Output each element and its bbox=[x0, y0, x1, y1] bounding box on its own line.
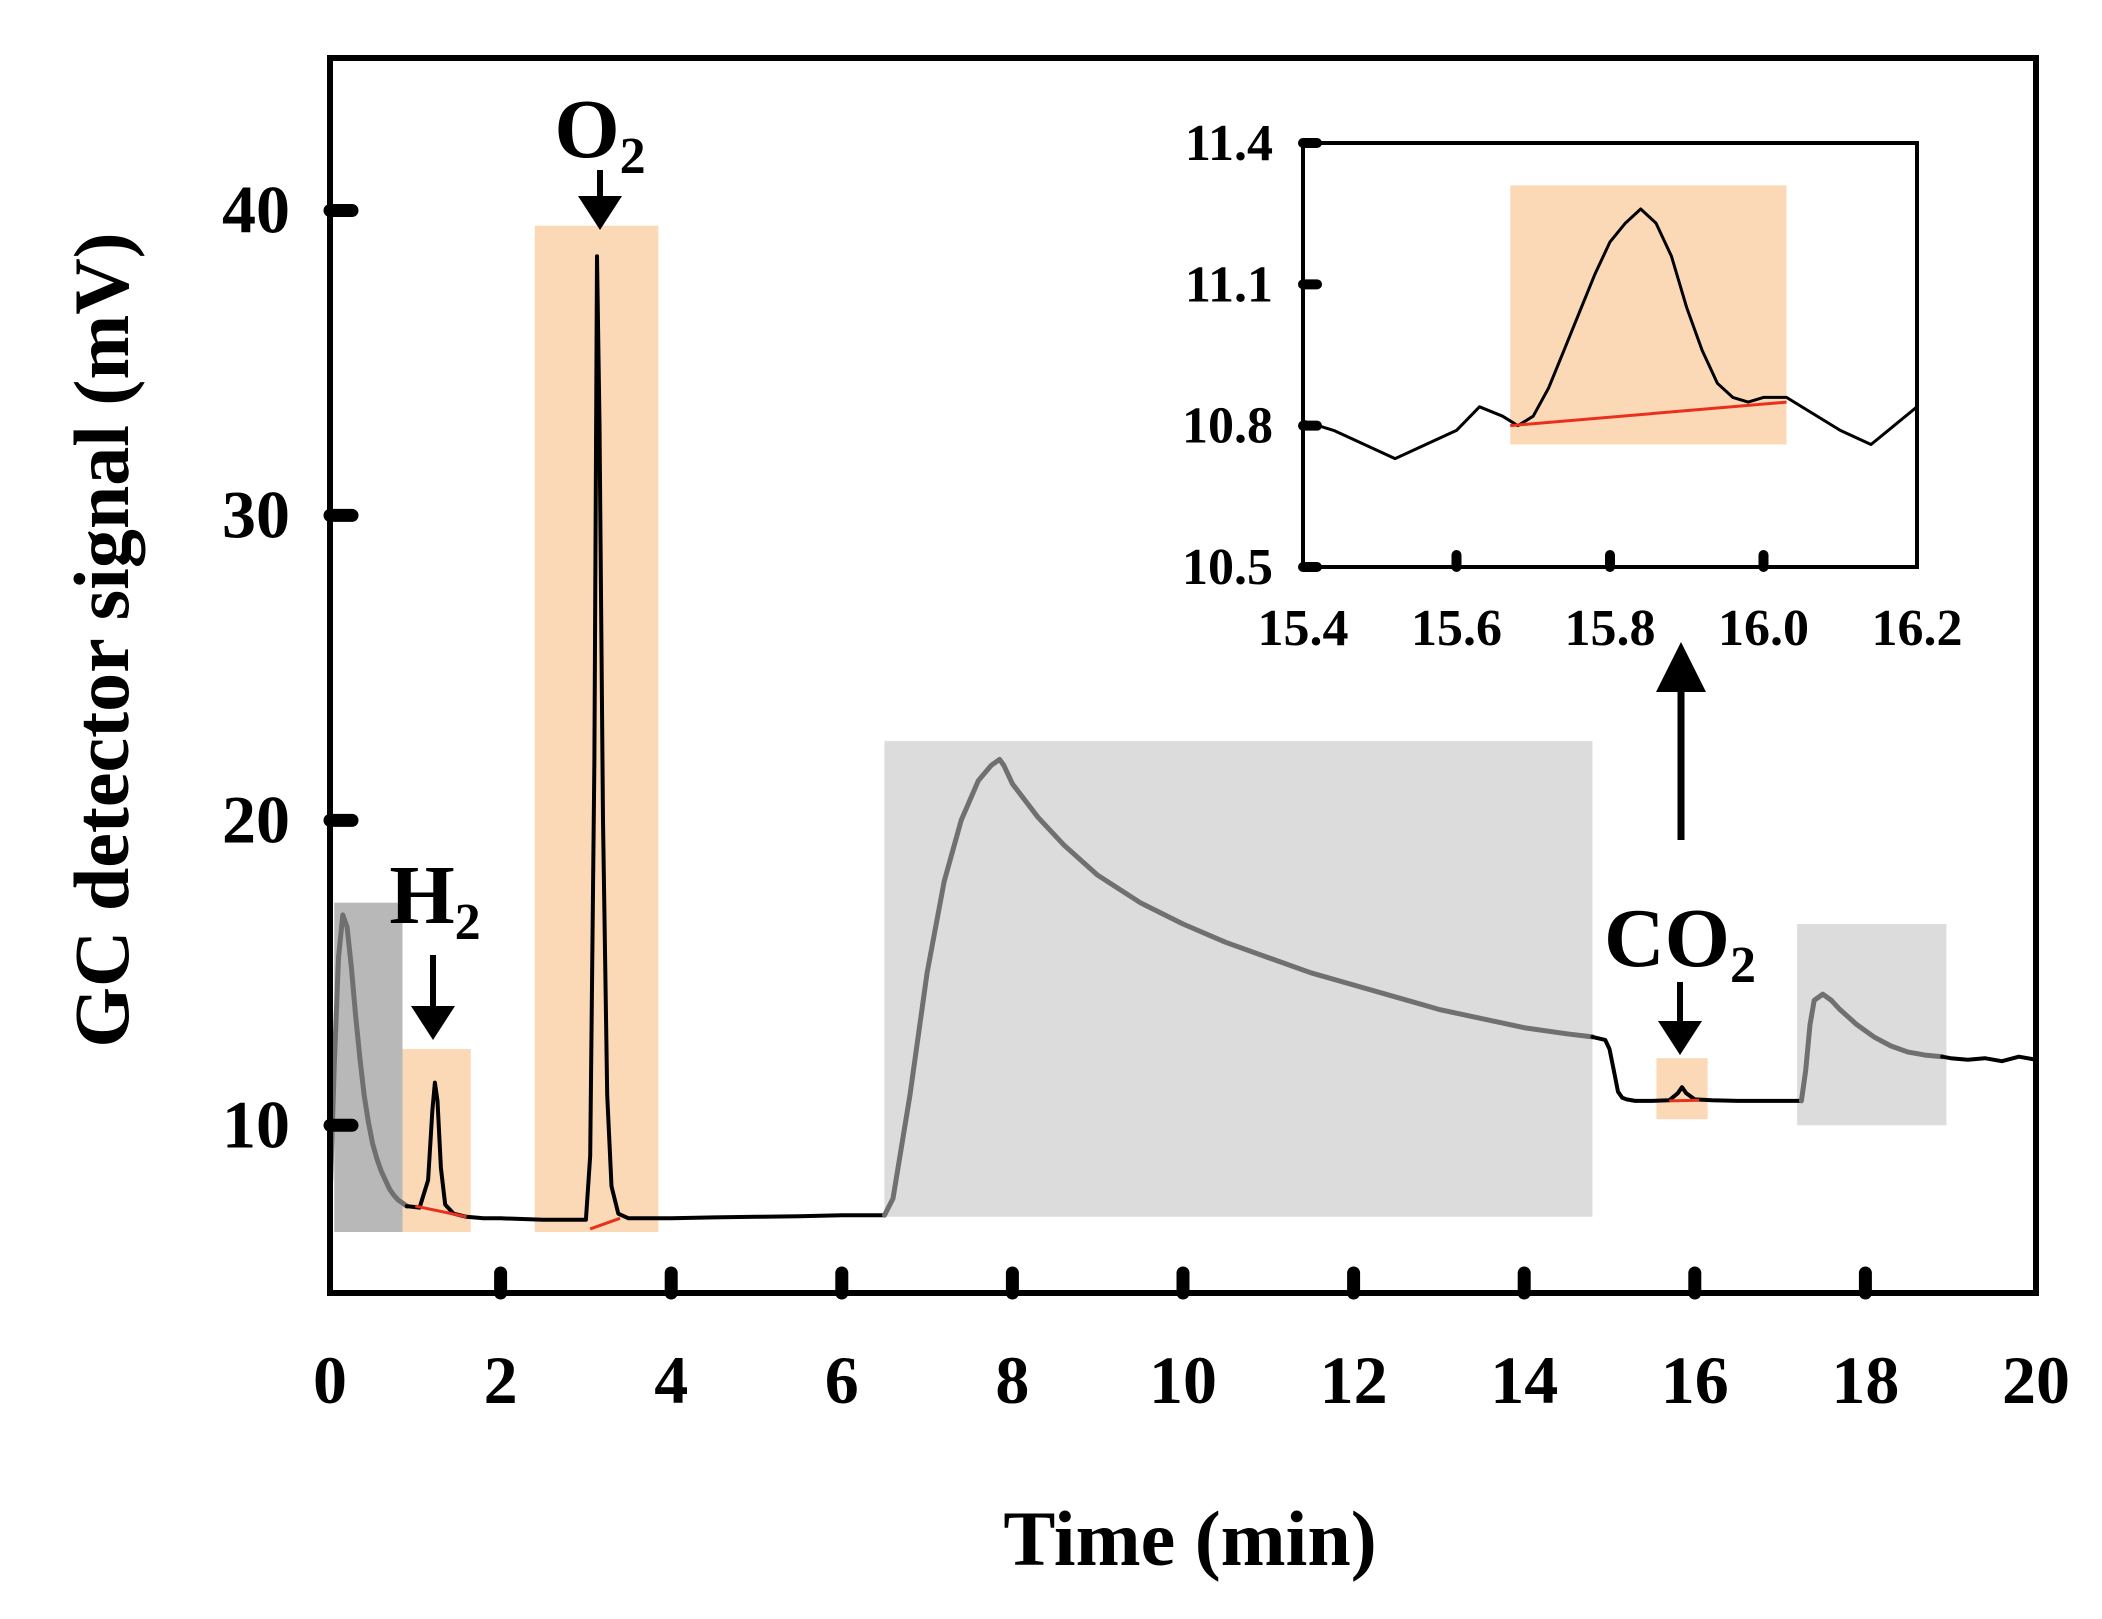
x-tick-label-10: 10 bbox=[1149, 1342, 1217, 1418]
peak-label-h2-main: H bbox=[389, 849, 454, 942]
peak-arrow-head-h2 bbox=[411, 1006, 455, 1040]
peak-arrow-head-co2 bbox=[1658, 1021, 1702, 1055]
signal-trace-signal_part4 bbox=[1590, 1034, 1804, 1103]
inset-arrow-head bbox=[1656, 642, 1706, 692]
x-tick-label-16: 16 bbox=[1661, 1342, 1729, 1418]
inset-chart: 15.4 15.6 15.8 16.0 16.2 10.5 10.8 11.1 11.4 bbox=[1182, 115, 1963, 657]
x-tick-label-4: 4 bbox=[654, 1342, 688, 1418]
inset-highlight-region bbox=[1510, 185, 1787, 445]
inset-y-tick-label-10.8: 10.8 bbox=[1182, 398, 1273, 455]
x-axis-ticks: 0 2 4 6 8 10 12 14 16 18 20 bbox=[313, 1266, 2070, 1418]
signal-trace-signal_part2 bbox=[404, 254, 887, 1222]
inset-y-tick-label-11.1: 11.1 bbox=[1185, 256, 1273, 313]
y-axis-label: GC detector signal (mV) bbox=[58, 232, 145, 1047]
x-tick-label-20: 20 bbox=[2002, 1342, 2070, 1418]
inset-x-tick-label-16.2: 16.2 bbox=[1872, 600, 1963, 657]
x-tick-label-0: 0 bbox=[313, 1342, 347, 1418]
baseline-1 bbox=[589, 1216, 621, 1231]
peak-label-o2: O2 bbox=[554, 83, 645, 185]
x-axis-label: Time (min) bbox=[1003, 1495, 1376, 1582]
y-tick-label-20: 20 bbox=[222, 781, 290, 857]
x-tick-label-14: 14 bbox=[1490, 1342, 1558, 1418]
signal-traces bbox=[327, 254, 2038, 1222]
x-tick-label-18: 18 bbox=[1831, 1342, 1899, 1418]
signal-trace-signal_part6 bbox=[1940, 1054, 2038, 1064]
inset-x-tick-label-16.0: 16.0 bbox=[1718, 600, 1809, 657]
highlight-regions bbox=[334, 225, 1947, 1233]
baseline-2 bbox=[1669, 1098, 1700, 1103]
y-tick-label-40: 40 bbox=[222, 171, 290, 247]
peak-label-o2-subscript: 2 bbox=[620, 128, 646, 185]
y-tick-label-10: 10 bbox=[222, 1086, 290, 1162]
peak-label-co2: CO2 bbox=[1604, 892, 1756, 994]
peak-label-co2-main: CO bbox=[1604, 892, 1730, 985]
peak-label-o2-main: O bbox=[554, 83, 619, 176]
y-tick-label-30: 30 bbox=[222, 476, 290, 552]
inset-pointer-arrow bbox=[1656, 642, 1706, 840]
highlight-region-0 bbox=[334, 902, 403, 1233]
peak-baselines bbox=[414, 1098, 1700, 1231]
x-tick-label-12: 12 bbox=[1320, 1342, 1388, 1418]
x-tick-label-8: 8 bbox=[995, 1342, 1029, 1418]
inset-y-tick-label-11.4: 11.4 bbox=[1185, 115, 1273, 172]
inset-x-tick-label-15.8: 15.8 bbox=[1565, 600, 1656, 657]
x-tick-label-2: 2 bbox=[484, 1342, 518, 1418]
signal-trace-signal_part5 bbox=[1798, 991, 1945, 1104]
inset-signal-trace bbox=[1302, 207, 1918, 461]
inset-y-tick-label-10.5: 10.5 bbox=[1182, 539, 1273, 596]
highlight-region-1 bbox=[402, 1049, 471, 1233]
signal-trace-signal_part3 bbox=[882, 756, 1595, 1218]
peak-label-h2: H2 bbox=[389, 849, 480, 951]
x-tick-label-6: 6 bbox=[825, 1342, 859, 1418]
highlight-region-5 bbox=[1797, 924, 1947, 1126]
peak-label-co2-subscript: 2 bbox=[1730, 937, 1756, 994]
inset-x-tick-label-15.4: 15.4 bbox=[1258, 600, 1349, 657]
inset-x-tick-label-15.6: 15.6 bbox=[1411, 600, 1502, 657]
y-axis-ticks: 10 20 30 40 bbox=[222, 171, 359, 1162]
peak-arrow-head-o2 bbox=[578, 196, 622, 230]
signal-trace-signal_part1 bbox=[327, 912, 410, 1209]
highlight-region-3 bbox=[884, 741, 1593, 1217]
baseline-0 bbox=[414, 1204, 467, 1219]
peak-label-h2-subscript: 2 bbox=[455, 894, 481, 951]
inset-baseline bbox=[1510, 400, 1787, 428]
